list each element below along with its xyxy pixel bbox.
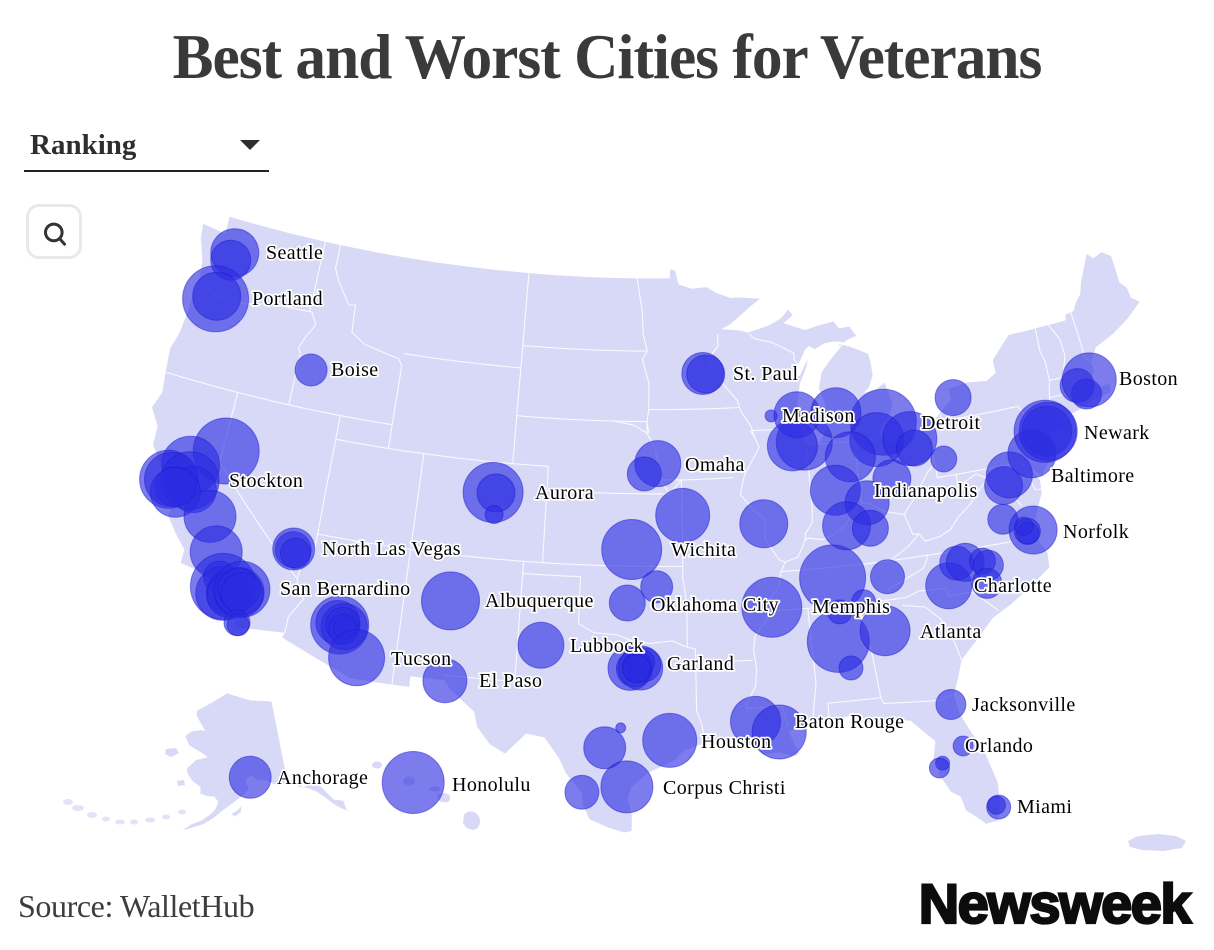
svg-text:Stockton: Stockton	[229, 470, 303, 492]
svg-text:Lubbock: Lubbock	[570, 635, 644, 657]
svg-text:Madison: Madison	[782, 405, 855, 427]
svg-text:Boston: Boston	[1119, 368, 1178, 390]
svg-text:El Paso: El Paso	[479, 670, 542, 692]
svg-text:Houston: Houston	[701, 731, 772, 753]
svg-text:Atlanta: Atlanta	[920, 621, 982, 643]
svg-text:Garland: Garland	[667, 653, 734, 675]
svg-text:Corpus Christi: Corpus Christi	[663, 777, 786, 799]
svg-text:Detroit: Detroit	[921, 412, 980, 434]
svg-text:Norfolk: Norfolk	[1063, 521, 1129, 543]
svg-text:Seattle: Seattle	[266, 242, 323, 264]
svg-text:Miami: Miami	[1017, 796, 1072, 818]
svg-text:Indianapolis: Indianapolis	[874, 480, 978, 502]
svg-text:Tucson: Tucson	[391, 648, 452, 670]
svg-text:St. Paul: St. Paul	[733, 363, 798, 385]
svg-text:Oklahoma City: Oklahoma City	[651, 594, 779, 616]
svg-text:Memphis: Memphis	[812, 596, 890, 618]
svg-text:Wichita: Wichita	[671, 539, 736, 561]
svg-text:Portland: Portland	[252, 288, 323, 310]
svg-text:Albuquerque: Albuquerque	[485, 590, 594, 612]
svg-text:North Las Vegas: North Las Vegas	[322, 538, 461, 560]
svg-text:Honolulu: Honolulu	[452, 774, 531, 796]
svg-text:Aurora: Aurora	[535, 482, 594, 504]
svg-text:Baton Rouge: Baton Rouge	[795, 711, 904, 733]
svg-text:San Bernardino: San Bernardino	[280, 578, 411, 600]
svg-text:Charlotte: Charlotte	[974, 575, 1052, 597]
svg-text:Boise: Boise	[331, 359, 379, 381]
svg-text:Orlando: Orlando	[965, 735, 1033, 757]
svg-text:Baltimore: Baltimore	[1051, 465, 1135, 487]
svg-text:Newark: Newark	[1084, 422, 1150, 444]
svg-text:Jacksonville: Jacksonville	[972, 694, 1076, 716]
svg-text:Omaha: Omaha	[685, 454, 745, 476]
svg-text:Anchorage: Anchorage	[277, 767, 368, 789]
